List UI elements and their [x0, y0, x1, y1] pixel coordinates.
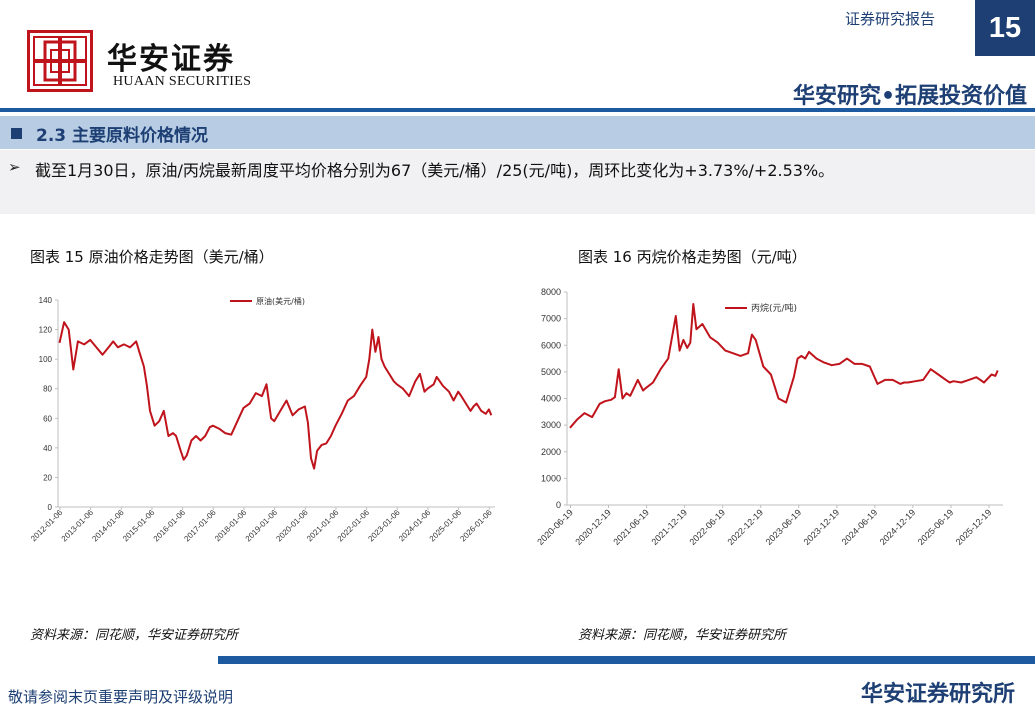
footer-brand: 华安证券研究所: [860, 682, 1015, 707]
bullet-arrow-icon: ➢: [8, 158, 21, 176]
summary-bullet-text: 截至1月30日，原油/丙烷最新周度平均价格分别为67（美元/桶）/25(元/吨)…: [35, 161, 835, 180]
header-slogan: 华安研究•拓展投资价值: [792, 84, 1027, 109]
series-line: [58, 321, 493, 470]
y-tick-label: 7000: [541, 314, 561, 324]
y-tick-label: 2000: [541, 447, 561, 457]
section-title: 2.3 主要原料价格情况: [36, 126, 209, 146]
legend-label: 原油(美元/桶): [256, 296, 305, 306]
section-header: 2.3 主要原料价格情况: [0, 116, 1035, 149]
x-tick-label: 2023-12-19: [802, 507, 842, 547]
x-tick-label: 2025-06-19: [916, 507, 956, 547]
legend-label: 丙烷(元/吨): [751, 302, 797, 314]
y-tick-label: 6000: [541, 340, 561, 350]
series-line: [569, 303, 999, 429]
x-tick-label: 2021-06-19: [611, 507, 651, 547]
logo-chinese-name: 华安证券: [107, 42, 235, 77]
crude-oil-price-chart: 0204060801001201402012-01-062013-01-0620…: [29, 296, 495, 544]
y-tick-label: 1000: [541, 473, 561, 483]
y-tick-label: 100: [39, 355, 53, 364]
chart-source-crude-oil: 资料来源：同花顺，华安证券研究所: [30, 628, 239, 643]
y-tick-label: 0: [48, 503, 53, 512]
disclaimer-link[interactable]: 敬请参阅末页重要声明及评级说明: [8, 688, 234, 706]
y-tick-label: 40: [43, 444, 52, 453]
chart-source-propane: 资料来源：同花顺，华安证券研究所: [578, 628, 787, 643]
y-tick-label: 80: [43, 385, 52, 394]
x-tick-label: 2023-06-19: [764, 507, 804, 547]
x-tick-label: 2022-06-19: [687, 507, 727, 547]
y-tick-label: 5000: [541, 367, 561, 377]
x-tick-label: 2020-06-19: [535, 507, 575, 547]
chart-caption-propane: 图表 16 丙烷价格走势图（元/吨）: [578, 248, 807, 266]
x-tick-label: 2020-12-19: [573, 507, 613, 547]
section-square-icon: [11, 128, 22, 139]
x-tick-label: 2022-12-19: [726, 507, 766, 547]
y-tick-label: 0: [556, 500, 561, 510]
logo-emblem-icon: [27, 30, 93, 92]
header-divider: [0, 108, 1035, 112]
y-tick-label: 4000: [541, 394, 561, 404]
x-tick-label: 2024-06-19: [840, 507, 880, 547]
logo-english-name: HUAAN SECURITIES: [113, 74, 252, 89]
x-tick-label: 2025-12-19: [954, 507, 994, 547]
y-tick-label: 3000: [541, 420, 561, 430]
x-tick-label: 2026-01-06: [458, 508, 494, 544]
y-tick-label: 140: [39, 296, 53, 305]
chart-caption-crude-oil: 图表 15 原油价格走势图（美元/桶）: [30, 248, 274, 266]
company-logo: 华安证券 HUAAN SECURITIES: [27, 30, 257, 96]
y-tick-label: 20: [43, 473, 52, 482]
summary-panel: [0, 150, 1035, 214]
x-tick-label: 2024-12-19: [878, 507, 918, 547]
y-tick-label: 120: [39, 326, 53, 335]
y-tick-label: 60: [43, 414, 52, 423]
page-number: 15: [975, 0, 1035, 56]
x-tick-label: 2021-12-19: [649, 507, 689, 547]
report-type-label: 证券研究报告: [845, 10, 936, 28]
y-tick-label: 8000: [541, 287, 561, 297]
footer-divider: [218, 656, 1035, 664]
propane-price-chart: 0 1000 2000 3000 4000 5000 6000 7000 8000 2020-06…: [535, 287, 1003, 547]
